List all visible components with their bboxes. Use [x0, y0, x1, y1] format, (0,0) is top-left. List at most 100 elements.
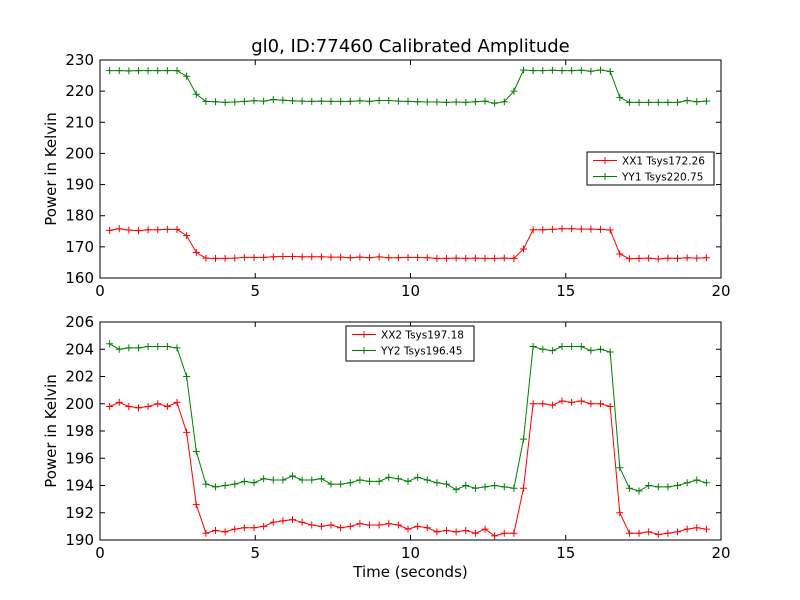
- data-point: [346, 254, 354, 262]
- data-point: [125, 402, 133, 410]
- data-point: [702, 525, 710, 533]
- data-point: [356, 253, 364, 261]
- data-point: [154, 226, 162, 234]
- legend-marker: [601, 173, 609, 180]
- data-point: [308, 97, 316, 105]
- data-point: [491, 254, 499, 262]
- data-point: [462, 98, 470, 106]
- data-point: [192, 248, 200, 256]
- data-point: [423, 254, 431, 262]
- data-point: [375, 521, 383, 529]
- data-point: [693, 476, 701, 484]
- data-point: [616, 464, 624, 472]
- data-point: [491, 99, 499, 107]
- data-point: [385, 254, 393, 262]
- data-point: [115, 398, 123, 406]
- data-point: [106, 340, 114, 348]
- data-point: [298, 476, 306, 484]
- data-point: [471, 254, 479, 262]
- data-point: [548, 401, 556, 409]
- data-point: [269, 253, 277, 261]
- data-point: [510, 529, 518, 537]
- data-point: [115, 345, 123, 353]
- data-point: [183, 373, 191, 380]
- data-point: [443, 526, 451, 534]
- data-point: [183, 72, 191, 80]
- data-point: [106, 67, 114, 75]
- data-point: [240, 253, 248, 261]
- y-tick-label: 198: [65, 422, 94, 440]
- data-point: [664, 254, 672, 262]
- data-point: [240, 477, 248, 485]
- data-point: [366, 97, 374, 105]
- data-point: [693, 98, 701, 106]
- data-point: [298, 97, 306, 105]
- x-tick-label: 15: [556, 544, 575, 562]
- data-point: [674, 528, 682, 536]
- data-point: [308, 253, 316, 261]
- data-point: [404, 253, 412, 261]
- data-point: [154, 343, 162, 351]
- data-point: [702, 254, 710, 262]
- data-point: [289, 97, 297, 105]
- data-point: [212, 254, 220, 262]
- data-point: [548, 225, 556, 233]
- x-tick-label: 10: [401, 282, 420, 300]
- data-point: [625, 529, 633, 537]
- data-point: [597, 225, 605, 233]
- data-point: [568, 343, 576, 351]
- data-point: [356, 97, 364, 105]
- x-tick-label: 5: [250, 282, 260, 300]
- data-point: [597, 345, 605, 353]
- data-point: [269, 476, 277, 484]
- data-point: [346, 479, 354, 487]
- data-point: [587, 225, 595, 233]
- data-point: [481, 525, 489, 533]
- legend-entry: YY1 Tsys220.75: [621, 172, 703, 184]
- data-point: [625, 484, 633, 492]
- data-point: [144, 343, 152, 351]
- data-point: [289, 253, 297, 261]
- data-point: [635, 529, 643, 537]
- data-point: [269, 96, 277, 104]
- data-point: [520, 245, 528, 253]
- data-point: [279, 253, 287, 261]
- data-point: [317, 522, 325, 530]
- data-point: [404, 477, 412, 485]
- data-point: [529, 67, 537, 75]
- data-point: [500, 483, 508, 491]
- data-point: [568, 225, 576, 233]
- y-tick-label: 170: [65, 238, 94, 256]
- data-point: [414, 473, 422, 481]
- data-point: [269, 518, 277, 526]
- data-point: [616, 250, 624, 258]
- legend-marker: [360, 347, 368, 354]
- data-point: [346, 522, 354, 530]
- data-point: [163, 67, 171, 75]
- data-point: [327, 480, 335, 488]
- data-point: [231, 254, 239, 262]
- data-point: [385, 96, 393, 104]
- data-point: [163, 343, 171, 351]
- data-point: [385, 520, 393, 528]
- data-point: [125, 344, 133, 352]
- data-point: [539, 67, 547, 75]
- data-point: [645, 528, 653, 536]
- x-axis-label: Time (seconds): [352, 563, 468, 581]
- data-point: [317, 97, 325, 105]
- data-point: [443, 480, 451, 488]
- data-point: [510, 254, 518, 262]
- data-point: [231, 480, 239, 488]
- y-tick-label: 196: [65, 449, 94, 467]
- data-point: [587, 400, 595, 408]
- data-point: [539, 345, 547, 353]
- data-point: [520, 435, 528, 443]
- data-point: [173, 398, 181, 406]
- legend: XX2 Tsys197.18 YY2 Tsys196.45: [345, 325, 475, 362]
- data-point: [558, 67, 566, 75]
- y-tick-label: 190: [65, 176, 94, 194]
- x-tick-label: 20: [711, 282, 730, 300]
- data-point: [597, 400, 605, 408]
- data-point: [587, 67, 595, 75]
- data-point: [240, 524, 248, 532]
